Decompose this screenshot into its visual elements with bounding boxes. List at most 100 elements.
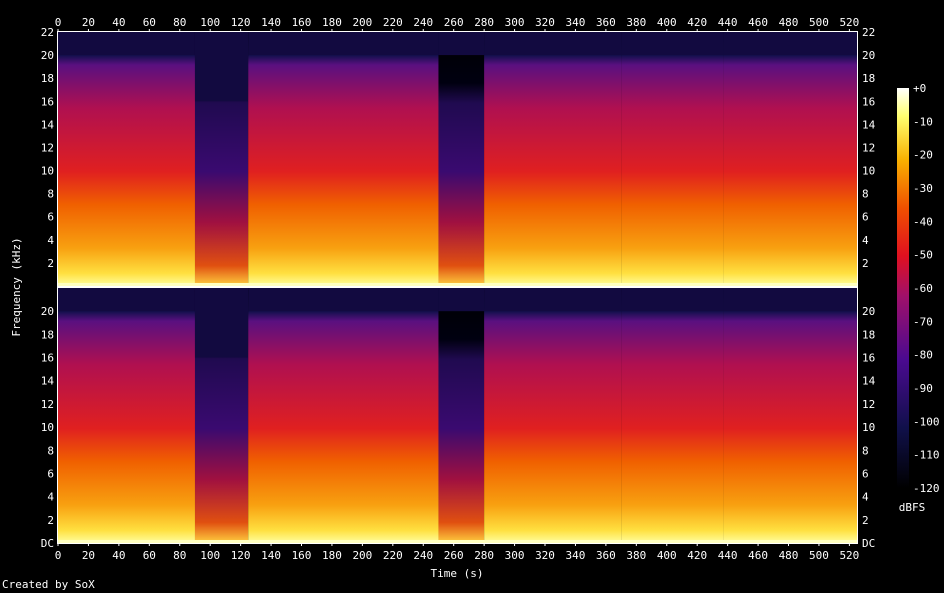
cutoff-band-lower-5 bbox=[621, 288, 724, 312]
x-tick-bottom-80: 80 bbox=[173, 549, 186, 562]
colorbar-tick--100: -100 bbox=[913, 415, 940, 428]
y-tick-left-upper-4: 4 bbox=[47, 234, 54, 247]
x-tick-top-360: 360 bbox=[596, 16, 616, 29]
y-tick-right-lower-14: 14 bbox=[862, 375, 876, 388]
x-tick-top-140: 140 bbox=[261, 16, 281, 29]
x-tick-top-240: 240 bbox=[413, 16, 433, 29]
x-tick-bottom-320: 320 bbox=[535, 549, 555, 562]
cutoff-band-upper-5 bbox=[621, 32, 724, 56]
y-tick-right-lower-16: 16 bbox=[862, 352, 875, 365]
x-tick-top-300: 300 bbox=[505, 16, 525, 29]
x-tick-bottom-460: 460 bbox=[748, 549, 768, 562]
y-tick-right-lower-2: 2 bbox=[862, 514, 869, 527]
x-axis-label: Time (s) bbox=[431, 567, 484, 580]
x-tick-bottom-60: 60 bbox=[143, 549, 156, 562]
y-tick-right-upper-20: 20 bbox=[862, 49, 875, 62]
y-tick-right-lower-20: 20 bbox=[862, 305, 875, 318]
colorbar-tick-+0: +0 bbox=[913, 82, 926, 95]
x-tick-top-280: 280 bbox=[474, 16, 494, 29]
colorbar-tick--30: -30 bbox=[913, 182, 933, 195]
x-tick-top-500: 500 bbox=[809, 16, 829, 29]
x-tick-top-120: 120 bbox=[231, 16, 251, 29]
y-tick-left-upper-20: 20 bbox=[41, 49, 54, 62]
x-tick-top-480: 480 bbox=[779, 16, 799, 29]
colorbar-tick--20: -20 bbox=[913, 149, 933, 162]
x-tick-bottom-140: 140 bbox=[261, 549, 281, 562]
y-tick-left-lower-6: 6 bbox=[47, 467, 54, 480]
x-tick-top-420: 420 bbox=[687, 16, 707, 29]
x-tick-bottom-300: 300 bbox=[505, 549, 525, 562]
y-tick-left-upper-14: 14 bbox=[41, 118, 55, 131]
x-tick-top-220: 220 bbox=[383, 16, 403, 29]
y-tick-right-upper-10: 10 bbox=[862, 165, 875, 178]
x-tick-top-80: 80 bbox=[173, 16, 186, 29]
colorbar-tick--10: -10 bbox=[913, 115, 933, 128]
x-tick-top-200: 200 bbox=[352, 16, 372, 29]
cutoff-band-upper-0 bbox=[58, 32, 195, 56]
x-tick-top-460: 460 bbox=[748, 16, 768, 29]
cutoff-band-upper-1 bbox=[194, 32, 249, 102]
segment-lower-2 bbox=[248, 288, 439, 543]
colorbar-tick--90: -90 bbox=[913, 382, 933, 395]
x-tick-bottom-280: 280 bbox=[474, 549, 494, 562]
segment-lower-3 bbox=[438, 288, 485, 543]
x-tick-bottom-480: 480 bbox=[779, 549, 799, 562]
cutoff-band-lower-0 bbox=[58, 288, 195, 312]
y-tick-left-upper-10: 10 bbox=[41, 165, 54, 178]
y-tick-right-upper-6: 6 bbox=[862, 211, 869, 224]
segment-lower-6 bbox=[723, 288, 857, 543]
segment-upper-5 bbox=[621, 32, 724, 286]
x-tick-top-380: 380 bbox=[626, 16, 646, 29]
y-tick-right-upper-2: 2 bbox=[862, 257, 869, 270]
segment-upper-4 bbox=[484, 32, 622, 286]
y-tick-right-lower-DC: DC bbox=[862, 537, 875, 550]
y-tick-left-lower-4: 4 bbox=[47, 491, 54, 504]
segment-lower-0 bbox=[58, 288, 195, 543]
x-tick-top-60: 60 bbox=[143, 16, 156, 29]
x-tick-bottom-380: 380 bbox=[626, 549, 646, 562]
y-tick-left-upper-22: 22 bbox=[41, 26, 54, 39]
segment-lower-5 bbox=[621, 288, 724, 543]
y-tick-right-upper-18: 18 bbox=[862, 72, 875, 85]
y-tick-right-lower-8: 8 bbox=[862, 444, 869, 457]
y-tick-left-upper-18: 18 bbox=[41, 72, 54, 85]
y-tick-left-lower-12: 12 bbox=[41, 398, 54, 411]
y-tick-left-lower-DC: DC bbox=[41, 537, 54, 550]
y-tick-left-upper-12: 12 bbox=[41, 141, 54, 154]
y-tick-left-lower-10: 10 bbox=[41, 421, 54, 434]
x-tick-bottom-360: 360 bbox=[596, 549, 616, 562]
x-tick-top-20: 20 bbox=[82, 16, 95, 29]
x-tick-top-320: 320 bbox=[535, 16, 555, 29]
x-tick-bottom-340: 340 bbox=[566, 549, 586, 562]
x-tick-top-400: 400 bbox=[657, 16, 677, 29]
cutoff-band-upper-4 bbox=[484, 32, 622, 56]
y-tick-right-upper-8: 8 bbox=[862, 188, 869, 201]
y-tick-right-upper-14: 14 bbox=[862, 118, 876, 131]
x-tick-top-260: 260 bbox=[444, 16, 464, 29]
x-tick-bottom-160: 160 bbox=[292, 549, 312, 562]
x-tick-bottom-520: 520 bbox=[839, 549, 859, 562]
x-tick-top-440: 440 bbox=[718, 16, 738, 29]
colorbar-label: dBFS bbox=[899, 501, 926, 514]
segment-upper-2 bbox=[248, 32, 439, 286]
x-tick-bottom-180: 180 bbox=[322, 549, 342, 562]
colorbar-tick--80: -80 bbox=[913, 349, 933, 362]
y-tick-left-lower-20: 20 bbox=[41, 305, 54, 318]
colorbar-tick--110: -110 bbox=[913, 449, 940, 462]
x-tick-bottom-220: 220 bbox=[383, 549, 403, 562]
x-tick-bottom-0: 0 bbox=[55, 549, 62, 562]
colorbar-tick--40: -40 bbox=[913, 215, 933, 228]
x-tick-top-180: 180 bbox=[322, 16, 342, 29]
colorbar-tick--50: -50 bbox=[913, 249, 933, 262]
cutoff-band-lower-3 bbox=[438, 288, 485, 312]
x-tick-bottom-40: 40 bbox=[112, 549, 125, 562]
y-tick-left-lower-14: 14 bbox=[41, 375, 55, 388]
x-tick-bottom-20: 20 bbox=[82, 549, 95, 562]
cutoff-band-lower-4 bbox=[484, 288, 622, 312]
y-tick-left-lower-2: 2 bbox=[47, 514, 54, 527]
x-tick-top-0: 0 bbox=[55, 16, 62, 29]
x-tick-top-160: 160 bbox=[292, 16, 312, 29]
x-tick-bottom-260: 260 bbox=[444, 549, 464, 562]
y-tick-right-upper-22: 22 bbox=[862, 26, 875, 39]
y-tick-right-lower-10: 10 bbox=[862, 421, 875, 434]
